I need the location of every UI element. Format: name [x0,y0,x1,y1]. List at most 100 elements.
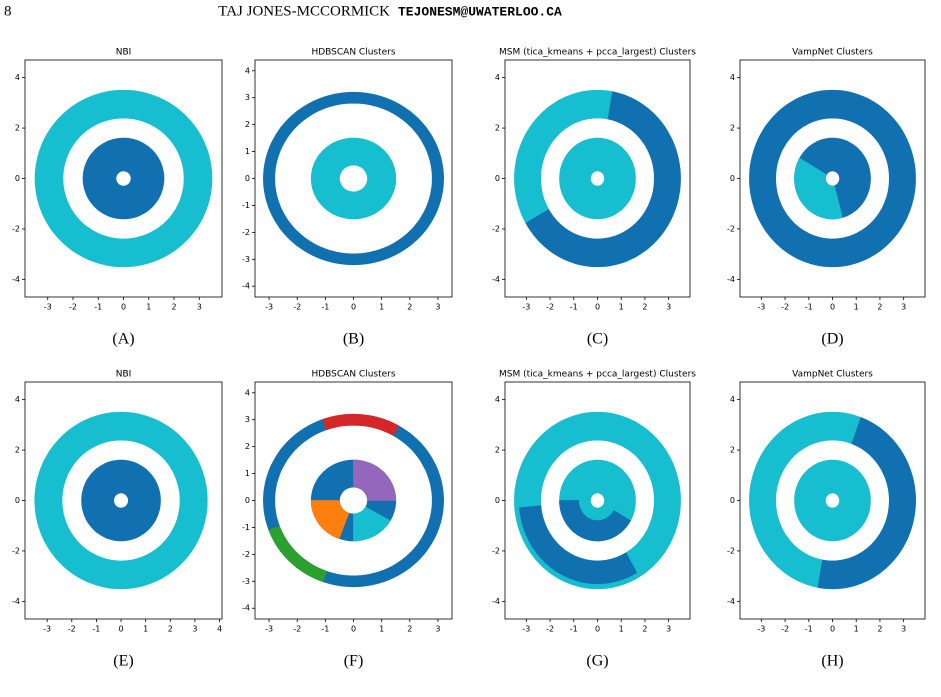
x-tick-label: 3 [197,303,202,312]
x-tick-label: 2 [642,303,647,312]
caption: (F) [344,653,364,670]
point-cloud [262,413,445,588]
point-cloud [81,459,161,542]
point-cloud [322,413,400,436]
x-tick-label: 0 [121,303,126,312]
y-tick-label: 4 [495,73,500,82]
x-tick-label: 0 [351,625,356,634]
y-tick-label: -4 [242,282,250,291]
point-cloud [353,459,397,501]
y-tick-label: -1 [242,523,250,532]
y-tick-label: -2 [727,224,735,233]
y-tick-label: 2 [730,124,735,133]
point-cloud [559,137,636,220]
y-tick-label: 4 [245,388,250,397]
x-tick-label: 3 [192,625,197,634]
x-tick-label: -1 [94,303,102,312]
x-tick-label: -1 [92,625,100,634]
y-tick-label: -4 [727,275,735,284]
y-tick-label: 1 [245,147,250,156]
chart-title: MSM (tica_kmeans + pcca_largest) Cluster… [499,370,696,380]
point-cloud [34,411,208,590]
x-tick-label: 2 [168,625,173,634]
point-cloud [749,89,916,268]
chart-title: HDBSCAN Clusters [311,370,395,380]
caption: (G) [586,653,608,670]
x-tick-label: 0 [830,625,835,634]
email: TEJONESM@UWATERLOO.CA [398,4,562,19]
y-tick-label: 3 [245,93,250,102]
x-tick-label: 2 [407,303,412,312]
x-tick-label: 3 [666,303,671,312]
y-tick-label: 4 [730,73,735,82]
page-number: 8 [4,3,12,19]
x-tick-label: -1 [570,303,578,312]
x-tick-label: 1 [146,303,151,312]
caption: (B) [343,331,364,348]
x-tick-label: -3 [522,303,530,312]
point-cloud [262,91,445,266]
x-tick-label: 3 [435,625,440,634]
x-tick-label: -2 [781,625,789,634]
x-tick-label: -2 [68,625,76,634]
y-tick-label: 0 [15,174,20,183]
point-cloud [268,525,328,583]
x-tick-label: -3 [265,625,273,634]
point-cloud [82,137,165,220]
y-tick-label: -4 [492,597,500,606]
x-tick-label: 3 [435,303,440,312]
y-tick-label: 2 [495,446,500,455]
x-tick-label: 0 [830,303,835,312]
chart-title: VampNet Clusters [792,370,873,380]
point-cloud [34,89,213,268]
y-tick-label: 0 [730,496,735,505]
y-tick-label: -4 [492,275,500,284]
x-tick-label: 2 [877,625,882,634]
y-tick-label: 2 [245,442,250,451]
x-tick-label: 2 [642,625,647,634]
y-tick-label: -2 [12,546,20,555]
x-tick-label: -2 [293,303,301,312]
author: TAJ JONES-MCCORMICK [218,3,390,19]
y-tick-label: -2 [492,546,500,555]
chart-title: NBI [116,48,132,58]
x-tick-label: 1 [854,625,859,634]
point-cloud [353,506,391,542]
chart-title: HDBSCAN Clusters [311,48,395,58]
x-tick-label: -2 [546,303,554,312]
x-tick-label: 1 [619,303,624,312]
x-tick-label: 3 [901,625,906,634]
x-tick-label: 1 [854,303,859,312]
x-tick-label: -1 [805,303,813,312]
x-tick-label: 0 [595,303,600,312]
x-tick-label: -1 [321,303,329,312]
chart-title: NBI [116,370,132,380]
x-tick-label: 2 [407,625,412,634]
y-tick-label: 0 [730,174,735,183]
y-tick-label: 4 [15,395,20,404]
point-cloud [559,500,631,542]
x-tick-label: 0 [118,625,123,634]
y-tick-label: 1 [245,469,250,478]
y-tick-label: 0 [245,496,250,505]
caption: (D) [821,331,843,348]
point-cloud [794,157,843,220]
x-tick-label: 0 [595,625,600,634]
chart-title: VampNet Clusters [792,48,873,58]
x-tick-label: 2 [171,303,176,312]
y-tick-label: 2 [245,120,250,129]
y-tick-label: -2 [12,224,20,233]
x-tick-label: -2 [293,625,301,634]
x-tick-label: -2 [69,303,77,312]
caption: (H) [821,653,843,670]
y-tick-label: 0 [15,496,20,505]
x-tick-label: -3 [522,625,530,634]
y-tick-label: 0 [495,174,500,183]
y-tick-label: 3 [245,415,250,424]
y-tick-label: 4 [495,395,500,404]
y-tick-label: 4 [245,66,250,75]
x-tick-label: 3 [666,625,671,634]
x-tick-label: 1 [379,303,384,312]
y-tick-label: 4 [730,395,735,404]
chart-title: MSM (tica_kmeans + pcca_largest) Cluster… [499,48,696,58]
